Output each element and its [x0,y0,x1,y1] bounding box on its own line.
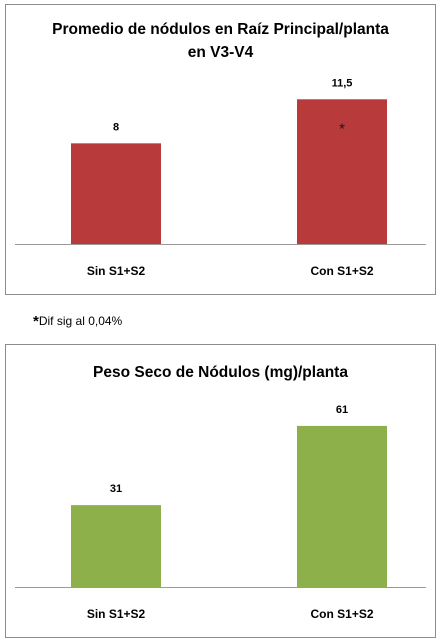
category-label: Con S1+S2 [310,607,373,621]
chart-panel-nodule-dry-weight: Peso Seco de Nódulos (mg)/planta 31 Sin S… [5,344,436,638]
data-label: 31 [110,483,122,495]
category-label: Sin S1+S2 [87,264,146,278]
category-label: Sin S1+S2 [87,607,146,621]
category-label: Con S1+S2 [310,264,373,278]
bar-chart-nodule-count: 8 Sin S1+S2 11,5 Con S1+S2 * [15,77,426,278]
bar-con [297,99,387,245]
chart-title: Peso Seco de Nódulos (mg)/planta [6,361,435,384]
chart-title-line-1: Peso Seco de Nódulos (mg)/planta [93,364,348,381]
bar-sin [71,143,161,244]
data-label: 11,5 [332,77,353,89]
data-label: 61 [336,404,348,416]
bar-chart-nodule-dry-weight: 31 Sin S1+S2 61 Con S1+S2 [15,404,426,621]
chart-title-line-2: en V3-V4 [187,44,254,61]
chart-title: Promedio de nódulos en Raíz Principal/pl… [6,18,435,64]
chart-title-line-1: Promedio de nódulos en Raíz Principal/pl… [52,21,389,38]
data-label: 8 [113,121,119,133]
significance-asterisk: * [339,120,345,137]
footnote-star: * [33,313,39,330]
chart-panel-nodule-count: Promedio de nódulos en Raíz Principal/pl… [5,4,436,295]
footnote-text: Dif sig al 0,04% [38,314,123,328]
bar-sin [71,505,161,587]
bar-con [297,425,387,587]
significance-footnote: *Dif sig al 0,04% [33,313,122,330]
